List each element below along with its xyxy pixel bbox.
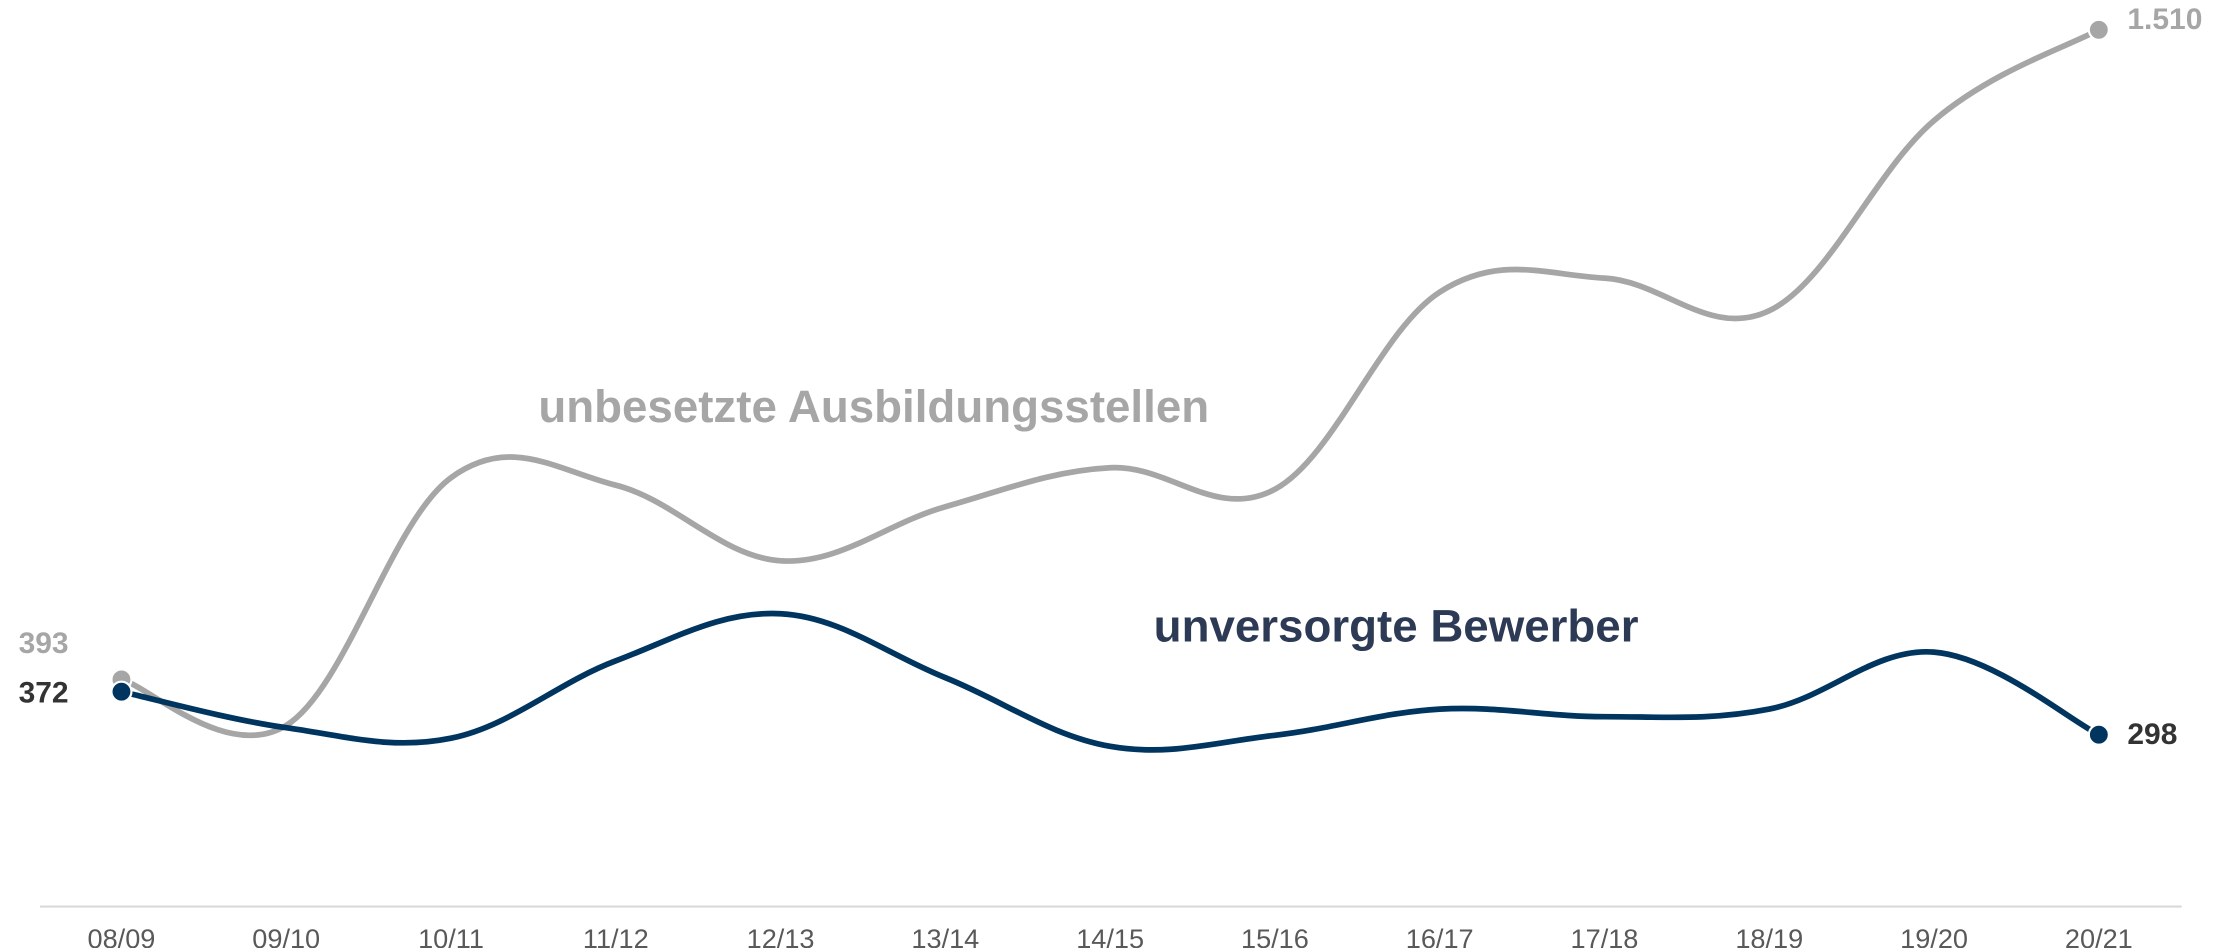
x-tick-label: 19/20	[1900, 923, 1968, 948]
series-label: unversorgte Bewerber	[1154, 601, 1639, 652]
x-tick-label: 20/21	[2065, 923, 2133, 948]
x-tick-label: 15/16	[1241, 923, 1309, 948]
x-tick-label: 14/15	[1076, 923, 1144, 948]
x-tick-label: 11/12	[583, 923, 649, 948]
x-tick-label: 16/17	[1406, 923, 1474, 948]
x-tick-label: 18/19	[1735, 923, 1803, 948]
value-label: 298	[2127, 718, 2177, 751]
line	[120, 610, 2101, 753]
x-tick-label: 08/09	[88, 923, 156, 948]
x-tick-label: 13/14	[911, 923, 979, 948]
point	[110, 680, 133, 703]
x-tick-label: 17/18	[1571, 923, 1639, 948]
value-label: 1.510	[2127, 3, 2202, 36]
x-tick-label: 12/13	[747, 923, 815, 948]
value-label: 393	[19, 627, 69, 660]
x-tick-label: 09/10	[252, 923, 320, 948]
point	[2087, 723, 2110, 746]
point	[2087, 18, 2110, 41]
value-label: 372	[19, 676, 69, 709]
line	[120, 27, 2101, 739]
series-label: unbesetzte Ausbildungsstellen	[538, 381, 1209, 432]
x-tick-label: 10/11	[418, 923, 484, 948]
